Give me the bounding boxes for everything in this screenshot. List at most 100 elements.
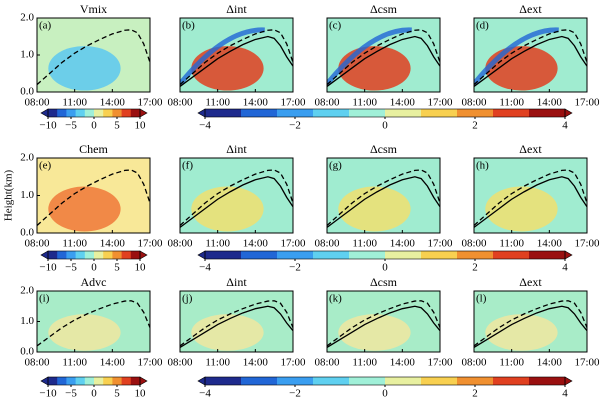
x-tick-label: 17:00 (280, 238, 306, 250)
colorbar-swatch (57, 377, 67, 385)
colorbar-tick-label: 5 (114, 120, 120, 132)
y-tick-label: 2.0 (20, 285, 34, 297)
height-line (474, 300, 587, 347)
panel (180, 158, 293, 233)
height-line (327, 300, 440, 347)
x-tick-label: 11:00 (499, 97, 524, 109)
colorbar-swatch (313, 109, 350, 117)
colorbar-tick-label: 2 (472, 388, 478, 400)
colorbar-swatch (66, 251, 77, 259)
x-tick-label: 08:00 (24, 97, 50, 109)
y-tick-label: 1.0 (20, 49, 34, 61)
x-tick-label: 17:00 (574, 238, 600, 250)
colorbar-tick-label: −5 (65, 262, 77, 274)
colorbar-swatch (241, 109, 278, 117)
colorbar-tick-label: 5 (114, 262, 120, 274)
colorbar-end (564, 250, 573, 260)
height-line (180, 29, 293, 86)
panel-label: (b) (182, 20, 195, 32)
colorbar-end (197, 250, 206, 260)
x-tick-label: 14:00 (243, 97, 269, 109)
panel (180, 18, 293, 92)
plot-frame (473, 17, 588, 93)
panel-title: Δext (519, 142, 542, 156)
colorbar-tick-label: 4 (562, 120, 568, 132)
colorbar-tick-label: −5 (65, 388, 77, 400)
colorbar-tick-label: −10 (39, 262, 57, 274)
colorbar-swatch (385, 377, 422, 385)
colorbar-end (40, 376, 49, 386)
height-line (474, 35, 587, 87)
colorbar-swatch (277, 109, 314, 117)
x-tick-label: 14:00 (243, 357, 269, 369)
colorbar-tick-label: 0 (382, 262, 388, 274)
colorbar-swatch (241, 377, 278, 385)
height-line (327, 176, 440, 228)
x-tick-label: 14:00 (243, 238, 269, 250)
colorbar-swatch (103, 251, 113, 259)
colorbar-tick-label: 0 (382, 388, 388, 400)
x-tick-label: 08:00 (461, 357, 487, 369)
colorbar-swatch (48, 251, 58, 259)
colorbar-swatch (457, 377, 494, 385)
panel-label: (j) (182, 293, 193, 305)
y-tick-label: 1.0 (20, 189, 34, 201)
colorbar-swatch (313, 251, 350, 259)
colorbar-swatch (94, 377, 104, 385)
height-line (327, 305, 440, 348)
colorbar-tick-label: −2 (289, 120, 301, 132)
field-core (48, 186, 121, 232)
x-tick-label: 17:00 (280, 97, 306, 109)
colorbar-swatch (349, 109, 386, 117)
x-tick-label: 08:00 (314, 238, 340, 250)
colorbar-swatch (48, 109, 58, 117)
colorbar-swatch (75, 377, 86, 385)
colorbar-swatch (349, 377, 386, 385)
panel-label: (l) (476, 293, 487, 305)
y-tick-label: 2.0 (20, 12, 34, 24)
x-tick-label: 11:00 (205, 97, 230, 109)
x-tick-label: 14:00 (390, 97, 416, 109)
colorbar-end (40, 108, 49, 118)
y-tick-label: 0.0 (20, 86, 34, 98)
colorbar-tick-label: 2 (472, 262, 478, 274)
colorbar-tick-label: −4 (199, 120, 211, 132)
panel (474, 291, 587, 352)
panel-label: (f) (182, 160, 193, 172)
field-core (191, 186, 264, 232)
x-tick-label: 08:00 (167, 97, 193, 109)
panel-title: Δcsm (370, 275, 398, 289)
x-tick-label: 08:00 (314, 357, 340, 369)
colorbar-end (40, 250, 49, 260)
field-core (48, 46, 121, 91)
colorbar-swatch (130, 377, 141, 385)
field-core (191, 314, 264, 351)
height-line (327, 35, 440, 87)
plot-frame (326, 290, 441, 353)
colorbar-swatch (121, 109, 132, 117)
colorbar-end (564, 376, 573, 386)
field-core (48, 314, 121, 351)
colorbar-tick-label: −4 (199, 262, 211, 274)
colorbar-end (197, 108, 206, 118)
height-line (474, 176, 587, 228)
panel (327, 291, 440, 352)
height-line (37, 300, 150, 347)
panel-label: (i) (39, 293, 50, 305)
panel-label: (k) (329, 293, 342, 305)
colorbar-end (139, 376, 148, 386)
y-tick-label: 2.0 (20, 152, 34, 164)
x-tick-label: 14:00 (100, 238, 126, 250)
x-tick-label: 17:00 (137, 238, 163, 250)
panel-label: (a) (39, 20, 52, 32)
colorbar-tick-label: 0 (91, 120, 97, 132)
x-tick-label: 14:00 (390, 238, 416, 250)
colorbar-swatch (66, 377, 77, 385)
colorbar-swatch (130, 109, 141, 117)
colorbar-tick-label: −10 (39, 120, 57, 132)
x-tick-label: 08:00 (24, 238, 50, 250)
x-tick-label: 17:00 (427, 97, 453, 109)
y-tick-label: 0.0 (20, 227, 34, 239)
colorbar-swatch (421, 251, 458, 259)
